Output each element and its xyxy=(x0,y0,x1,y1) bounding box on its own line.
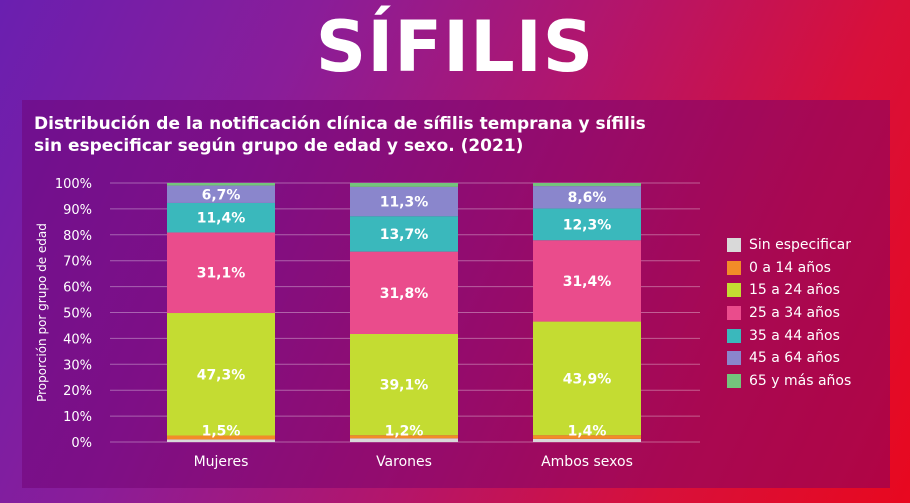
data-label: 39,1% xyxy=(380,378,429,394)
legend-swatch xyxy=(727,306,741,321)
legend-swatch xyxy=(727,238,741,253)
data-label: 1,5% xyxy=(202,424,241,440)
legend-label: 45 a 64 años xyxy=(749,350,840,367)
bar-segment xyxy=(350,251,458,334)
y-tick-label: 90% xyxy=(63,203,92,218)
data-label: 8,6% xyxy=(568,190,607,206)
legend-item: 45 a 64 años xyxy=(727,347,897,370)
data-label: 1,2% xyxy=(385,423,424,439)
y-tick-label: 10% xyxy=(63,410,92,425)
y-tick-label: 30% xyxy=(63,358,92,373)
data-label: 11,4% xyxy=(197,211,246,227)
x-tick-label: Varones xyxy=(376,454,432,470)
bar-segment xyxy=(167,202,275,233)
legend-item: 65 y más años xyxy=(727,370,897,393)
y-tick-label: 20% xyxy=(63,384,92,399)
bar-segment xyxy=(533,435,641,439)
bar-segment xyxy=(533,208,641,241)
y-tick-label: 60% xyxy=(63,281,92,296)
data-label: 31,1% xyxy=(197,266,246,282)
legend-item: 25 a 34 años xyxy=(727,302,897,325)
legend-label: Sin especificar xyxy=(749,237,851,254)
data-label: 47,3% xyxy=(197,367,246,383)
data-label: 6,7% xyxy=(202,187,241,203)
y-tick-label: 40% xyxy=(63,332,92,347)
y-axis-label: Proporción por grupo de edad xyxy=(35,223,49,402)
legend-label: 0 a 14 años xyxy=(749,259,831,276)
chart-title: Distribución de la notificación clínica … xyxy=(34,114,646,156)
legend-swatch xyxy=(727,283,741,298)
x-tick-label: Mujeres xyxy=(194,454,249,470)
data-label: 11,3% xyxy=(380,195,429,211)
y-tick-label: 0% xyxy=(71,436,92,451)
legend-label: 35 a 44 años xyxy=(749,327,840,344)
y-tick-label: 70% xyxy=(63,255,92,270)
bar-segment xyxy=(167,185,275,203)
x-tick-label: Ambos sexos xyxy=(541,454,633,470)
legend-item: Sin especificar xyxy=(727,234,897,257)
legend-item: 15 a 24 años xyxy=(727,279,897,302)
legend-label: 65 y más años xyxy=(749,372,852,389)
legend-swatch xyxy=(727,260,741,275)
legend-item: 0 a 14 años xyxy=(727,257,897,280)
chart-legend: Sin especificar 0 a 14 años 15 a 24 años 25… xyxy=(727,234,897,392)
legend-item: 35 a 44 años xyxy=(727,324,897,347)
bar-segment xyxy=(167,439,275,442)
bar-segment xyxy=(167,313,275,436)
data-label: 31,8% xyxy=(380,286,429,302)
bar-segment xyxy=(350,183,458,187)
legend-label: 25 a 34 años xyxy=(749,305,840,322)
data-label: 13,7% xyxy=(380,227,429,243)
bar-segment xyxy=(533,183,641,187)
y-tick-label: 100% xyxy=(55,177,92,192)
bar-segment xyxy=(350,186,458,217)
bar-segment xyxy=(533,321,641,436)
bar-segment xyxy=(350,216,458,252)
legend-swatch xyxy=(727,351,741,366)
data-label: 12,3% xyxy=(563,217,612,233)
y-tick-label: 80% xyxy=(63,229,92,244)
bar-segment xyxy=(533,240,641,322)
bar-segment xyxy=(167,435,275,440)
legend-swatch xyxy=(727,373,741,388)
y-tick-label: 50% xyxy=(63,307,92,322)
bar-segment xyxy=(167,183,275,186)
legend-label: 15 a 24 años xyxy=(749,282,840,299)
bar-segment xyxy=(350,438,458,442)
data-label: 31,4% xyxy=(563,274,612,290)
bar-segment xyxy=(350,435,458,439)
bar-segment xyxy=(533,438,641,442)
bar-segment xyxy=(167,232,275,314)
bar-segment xyxy=(350,333,458,436)
data-label: 43,9% xyxy=(563,371,612,387)
data-label: 1,4% xyxy=(568,423,607,439)
bar-segment xyxy=(533,186,641,209)
legend-swatch xyxy=(727,328,741,343)
page-title: SÍFILIS xyxy=(315,6,595,88)
